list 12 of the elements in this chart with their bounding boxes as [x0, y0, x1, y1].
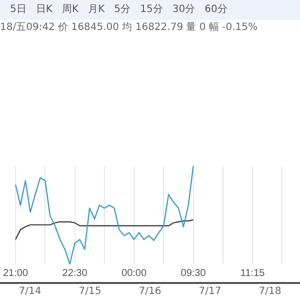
x-tick-label: 09:30: [180, 268, 206, 279]
text: 7/16: [138, 285, 162, 299]
chart-title: 5日 日K 周K 月K 5分 15分 30分 60分: [0, 0, 300, 20]
x-tick-label: 22:30: [62, 268, 88, 279]
text: 7/18: [258, 285, 282, 299]
text: 7/15: [78, 285, 102, 299]
text: 7/14: [18, 285, 42, 299]
x-tick-label: 00:00: [122, 268, 147, 279]
x-tick-label: 21:00: [2, 268, 28, 279]
chart-subtitle: 18/五09:42 价 16845.00 均 16822.79 量 0 幅 -0.15%: [0, 21, 259, 35]
x-tick-label: 11:15: [240, 268, 266, 279]
text: 7/17: [198, 285, 222, 299]
